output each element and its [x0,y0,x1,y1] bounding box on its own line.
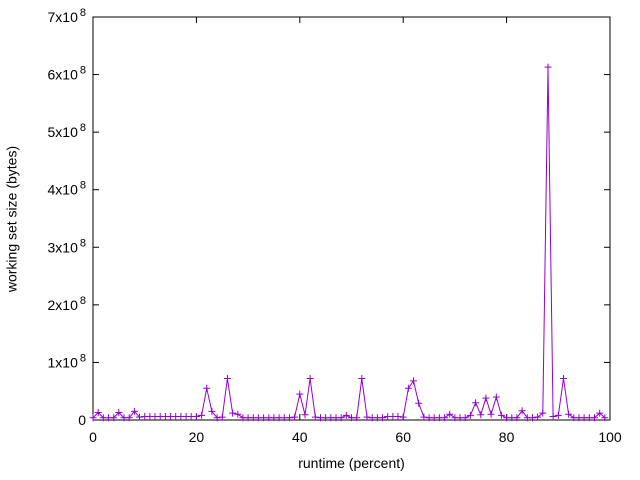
y-tick-label: 6x10 8 [48,65,86,83]
plot-border [92,16,611,421]
x-axis-title: runtime (percent) [298,455,405,471]
series-markers [89,63,609,422]
x-tick-label: 60 [395,429,411,445]
y-axis-title: working set size (bytes) [3,145,19,292]
x-tick-label: 100 [598,429,622,445]
x-tick-label: 0 [89,429,97,445]
y-tick-label: 0 [78,412,86,428]
x-tick-label: 80 [499,429,515,445]
x-tick-label: 40 [292,429,308,445]
x-tick-label: 20 [189,429,205,445]
y-tick-label: 5x10 8 [48,122,86,140]
series-line [92,67,606,419]
y-tick-label: 7x10 8 [48,7,86,25]
y-tick-label: 2x10 8 [48,295,86,313]
y-tick-label: 3x10 8 [48,237,86,255]
y-tick-label: 1x10 8 [48,352,86,370]
y-tick-label: 4x10 8 [48,180,86,198]
